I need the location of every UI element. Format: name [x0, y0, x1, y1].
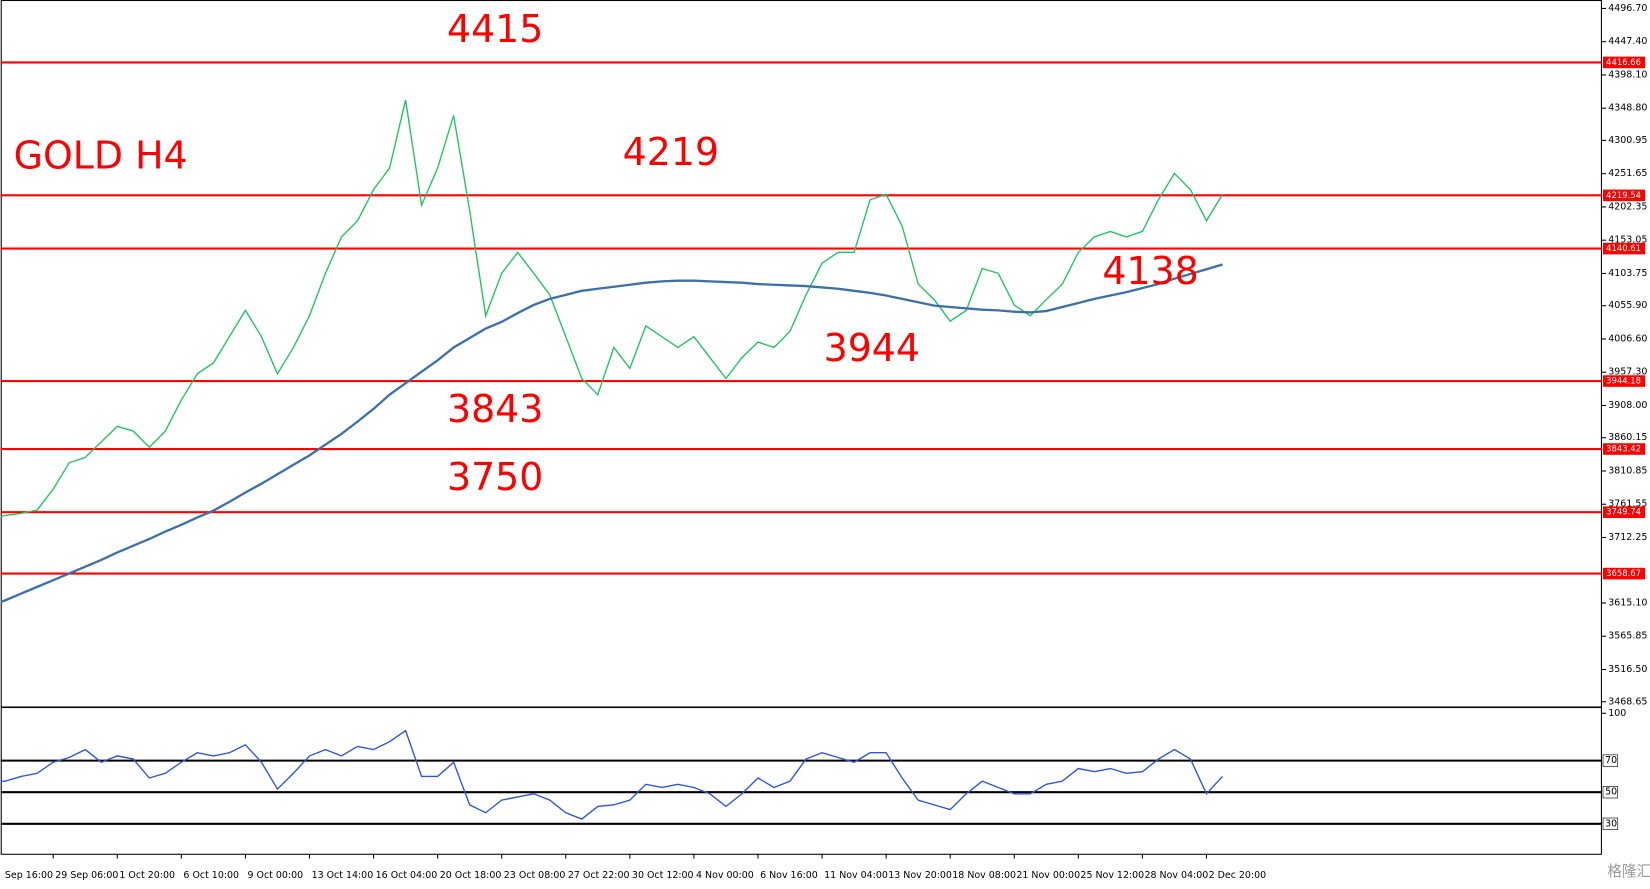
level-box [1603, 189, 1646, 202]
x-tick-label: 25 Nov 12:00 [1080, 870, 1144, 881]
annotation: 4138 [1102, 249, 1198, 293]
level-label: 50 [1605, 787, 1617, 798]
x-tick-label: 18 Nov 08:00 [952, 870, 1016, 881]
level-label: 30 [1605, 818, 1617, 829]
level-label: 3944.18 [1606, 376, 1641, 386]
x-tick-label: 21 Nov 00:00 [1016, 870, 1080, 881]
y-tick-label: 4055.90 [1608, 300, 1647, 311]
level-label: 3843.42 [1606, 444, 1641, 454]
level-label: 3658.67 [1606, 568, 1641, 578]
x-tick-label: 11 Nov 04:00 [824, 870, 888, 881]
y-tick-label: 4251.65 [1608, 168, 1647, 179]
level-box [1602, 817, 1619, 830]
level-label: 4140.61 [1606, 243, 1641, 253]
main-frame [0, 0, 1602, 708]
y-tick-label: 4447.40 [1608, 36, 1647, 47]
x-tick-label: 27 Oct 22:00 [568, 870, 630, 881]
y-tick-label: 3957.30 [1608, 367, 1647, 378]
annotation: 4219 [623, 130, 719, 174]
level-label: 4219.54 [1606, 190, 1641, 200]
y-tick-label: 3908.00 [1608, 400, 1647, 411]
y-tick-label: 100 [1608, 708, 1626, 719]
y-tick-label: 4348.80 [1608, 103, 1647, 114]
x-tick-label: 29 Sep 06:00 [55, 870, 118, 881]
level-box [1602, 786, 1619, 799]
level-box [1603, 506, 1646, 518]
y-tick-label: 3860.15 [1608, 432, 1647, 443]
y-tick-label: 3468.65 [1608, 696, 1647, 707]
annotation: 3944 [824, 326, 920, 370]
level-label: 70 [1605, 755, 1617, 766]
y-tick-label: 4496.70 [1608, 3, 1647, 14]
y-tick-label: 3615.10 [1608, 597, 1647, 608]
x-tick-label: 30 Oct 12:00 [632, 870, 694, 881]
x-tick-label: 20 Oct 18:00 [440, 870, 502, 881]
x-tick-label: 23 Oct 08:00 [504, 870, 566, 881]
level-box [1603, 567, 1646, 580]
y-tick-label: 4006.60 [1608, 333, 1647, 344]
x-tick-label: 13 Nov 20:00 [888, 870, 952, 881]
annotation: 4415 [447, 7, 543, 51]
y-tick-label: 4398.10 [1608, 69, 1647, 80]
x-tick-label: 2 Dec 20:00 [1209, 870, 1267, 881]
level-box [1603, 375, 1646, 387]
series-line [0, 729, 1224, 820]
y-tick-label: 4202.35 [1608, 201, 1647, 212]
level-label: 4416.66 [1606, 57, 1641, 67]
y-tick-label: 3516.50 [1608, 664, 1647, 675]
y-tick-label: 3810.85 [1608, 465, 1647, 476]
x-tick-label: 13 Oct 14:00 [312, 870, 374, 881]
x-tick-label: 28 Nov 04:00 [1145, 870, 1209, 881]
x-tick-label: 6 Nov 16:00 [760, 870, 818, 881]
x-tick-label: Sep 16:00 [5, 870, 53, 881]
x-tick-label: 9 Oct 00:00 [248, 870, 304, 881]
annotation: GOLD H4 [14, 133, 188, 177]
watermark: 格隆汇 [1607, 863, 1650, 880]
y-tick-label: 3712.25 [1608, 532, 1647, 543]
y-tick-label: 3565.85 [1608, 631, 1647, 642]
rsi-frame [0, 706, 1602, 855]
x-tick-label: 4 Nov 00:00 [696, 870, 754, 881]
x-tick-label: 16 Oct 04:00 [376, 870, 438, 881]
x-tick-label: 6 Oct 10:00 [183, 870, 239, 881]
level-label: 3749.74 [1606, 507, 1641, 517]
series-line [0, 263, 1223, 604]
series-line [0, 99, 1224, 518]
annotation: 3843 [447, 387, 543, 431]
y-tick-label: 4153.05 [1608, 235, 1647, 246]
annotation: 3750 [447, 455, 543, 499]
y-tick-label: 4103.75 [1608, 268, 1647, 279]
y-tick-label: 4300.95 [1608, 135, 1647, 146]
y-tick-label: 3761.55 [1608, 499, 1647, 510]
level-box [1602, 754, 1619, 767]
x-tick-label: 1 Oct 20:00 [119, 870, 175, 881]
level-box [1603, 242, 1646, 255]
level-box [1603, 443, 1646, 455]
level-box [1603, 56, 1646, 69]
